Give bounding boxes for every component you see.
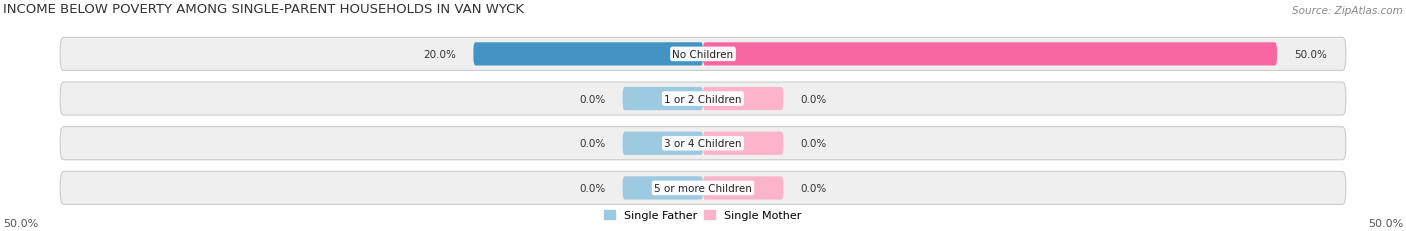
FancyBboxPatch shape (623, 88, 703, 111)
FancyBboxPatch shape (703, 43, 1277, 66)
Text: 50.0%: 50.0% (3, 218, 38, 228)
FancyBboxPatch shape (623, 176, 703, 200)
Text: No Children: No Children (672, 50, 734, 60)
FancyBboxPatch shape (703, 132, 783, 155)
Text: 0.0%: 0.0% (800, 183, 827, 193)
Text: 0.0%: 0.0% (579, 94, 606, 104)
FancyBboxPatch shape (703, 88, 783, 111)
Text: 5 or more Children: 5 or more Children (654, 183, 752, 193)
FancyBboxPatch shape (703, 176, 783, 200)
FancyBboxPatch shape (60, 83, 1346, 116)
FancyBboxPatch shape (60, 127, 1346, 160)
Text: 0.0%: 0.0% (579, 139, 606, 149)
FancyBboxPatch shape (474, 43, 703, 66)
FancyBboxPatch shape (60, 38, 1346, 71)
Text: 3 or 4 Children: 3 or 4 Children (664, 139, 742, 149)
FancyBboxPatch shape (623, 132, 703, 155)
Text: 0.0%: 0.0% (800, 94, 827, 104)
Text: INCOME BELOW POVERTY AMONG SINGLE-PARENT HOUSEHOLDS IN VAN WYCK: INCOME BELOW POVERTY AMONG SINGLE-PARENT… (3, 3, 524, 15)
Text: Source: ZipAtlas.com: Source: ZipAtlas.com (1292, 6, 1403, 15)
Text: 0.0%: 0.0% (579, 183, 606, 193)
Legend: Single Father, Single Mother: Single Father, Single Mother (600, 205, 806, 225)
Text: 1 or 2 Children: 1 or 2 Children (664, 94, 742, 104)
Text: 0.0%: 0.0% (800, 139, 827, 149)
FancyBboxPatch shape (60, 172, 1346, 205)
Text: 20.0%: 20.0% (423, 50, 456, 60)
Text: 50.0%: 50.0% (1294, 50, 1327, 60)
Text: 50.0%: 50.0% (1368, 218, 1403, 228)
